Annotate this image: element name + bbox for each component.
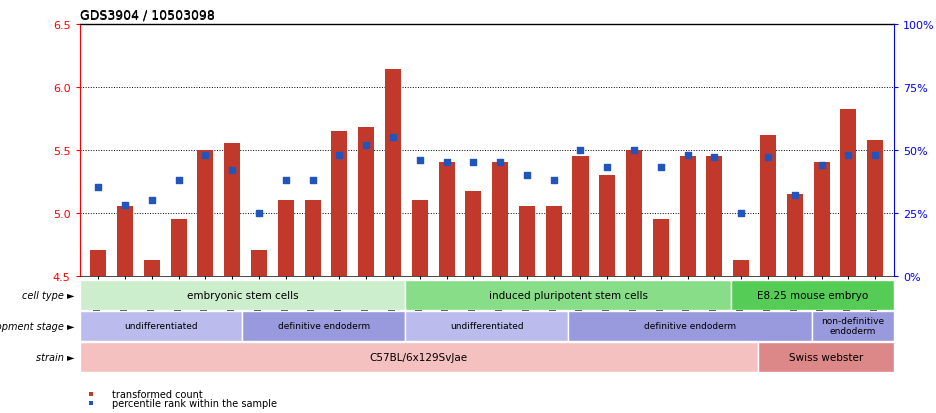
- Text: C57BL/6x129SvJae: C57BL/6x129SvJae: [370, 352, 468, 362]
- Bar: [707, 157, 723, 276]
- Bar: [405, 280, 731, 310]
- Text: embryonic stem cells: embryonic stem cells: [186, 290, 299, 300]
- Bar: [358, 128, 374, 276]
- Bar: [438, 163, 455, 276]
- Bar: [733, 261, 749, 276]
- Point: [252, 210, 267, 216]
- Point: [653, 165, 668, 171]
- Bar: [465, 192, 481, 276]
- Bar: [278, 201, 294, 276]
- Point: [171, 177, 186, 184]
- Point: [412, 157, 427, 164]
- Point: [626, 147, 641, 154]
- Point: [305, 177, 320, 184]
- Bar: [492, 163, 508, 276]
- Bar: [626, 150, 642, 276]
- Point: [600, 165, 615, 171]
- Point: [118, 202, 133, 209]
- Bar: [331, 131, 347, 276]
- Point: [814, 162, 829, 169]
- Bar: [731, 280, 894, 310]
- Bar: [80, 342, 758, 372]
- Text: E8.25 mouse embryo: E8.25 mouse embryo: [757, 290, 868, 300]
- Point: [787, 192, 802, 199]
- Point: [91, 185, 106, 191]
- Bar: [242, 311, 405, 341]
- Text: undifferentiated: undifferentiated: [450, 321, 523, 330]
- Point: [760, 154, 775, 161]
- Point: [225, 167, 240, 174]
- Bar: [812, 311, 894, 341]
- Bar: [519, 207, 535, 276]
- Bar: [412, 201, 428, 276]
- Point: [734, 210, 749, 216]
- Point: [439, 159, 454, 166]
- Bar: [80, 311, 242, 341]
- Bar: [385, 70, 401, 276]
- Point: [332, 152, 347, 159]
- Bar: [144, 261, 160, 276]
- Text: definitive endoderm: definitive endoderm: [644, 321, 737, 330]
- Bar: [546, 207, 562, 276]
- Bar: [680, 157, 695, 276]
- Point: [278, 177, 293, 184]
- Bar: [225, 144, 241, 276]
- Bar: [568, 311, 812, 341]
- Point: [868, 152, 883, 159]
- Point: [386, 135, 401, 141]
- Text: Swiss webster: Swiss webster: [789, 352, 863, 362]
- Point: [680, 152, 695, 159]
- Point: [198, 152, 213, 159]
- Point: [466, 159, 481, 166]
- Bar: [867, 140, 884, 276]
- Text: percentile rank within the sample: percentile rank within the sample: [112, 398, 277, 408]
- Bar: [197, 150, 213, 276]
- Bar: [813, 163, 829, 276]
- Bar: [117, 207, 133, 276]
- Text: transformed count: transformed count: [112, 389, 203, 399]
- Text: GDS3904 / 10503098: GDS3904 / 10503098: [80, 10, 214, 23]
- Bar: [758, 342, 894, 372]
- Bar: [841, 110, 856, 276]
- Text: strain ►: strain ►: [37, 352, 75, 362]
- Text: definitive endoderm: definitive endoderm: [278, 321, 370, 330]
- Point: [358, 142, 373, 149]
- Bar: [251, 251, 267, 276]
- Point: [144, 197, 159, 204]
- Text: cell type ►: cell type ►: [22, 290, 75, 300]
- Text: GDS3904 / 10503098: GDS3904 / 10503098: [80, 8, 214, 21]
- Point: [707, 154, 722, 161]
- Bar: [304, 201, 321, 276]
- Text: non-definitive
endoderm: non-definitive endoderm: [822, 316, 885, 335]
- Bar: [599, 176, 615, 276]
- Point: [841, 152, 856, 159]
- Bar: [652, 219, 669, 276]
- Bar: [170, 219, 186, 276]
- Bar: [405, 311, 568, 341]
- Point: [492, 159, 507, 166]
- Point: [573, 147, 588, 154]
- Bar: [90, 251, 107, 276]
- Point: [547, 177, 562, 184]
- Bar: [760, 135, 776, 276]
- Bar: [787, 194, 803, 276]
- Text: induced pluripotent stem cells: induced pluripotent stem cells: [489, 290, 648, 300]
- Point: [519, 172, 534, 179]
- Text: undifferentiated: undifferentiated: [124, 321, 197, 330]
- Bar: [80, 280, 405, 310]
- Bar: [573, 157, 589, 276]
- Text: development stage ►: development stage ►: [0, 321, 75, 331]
